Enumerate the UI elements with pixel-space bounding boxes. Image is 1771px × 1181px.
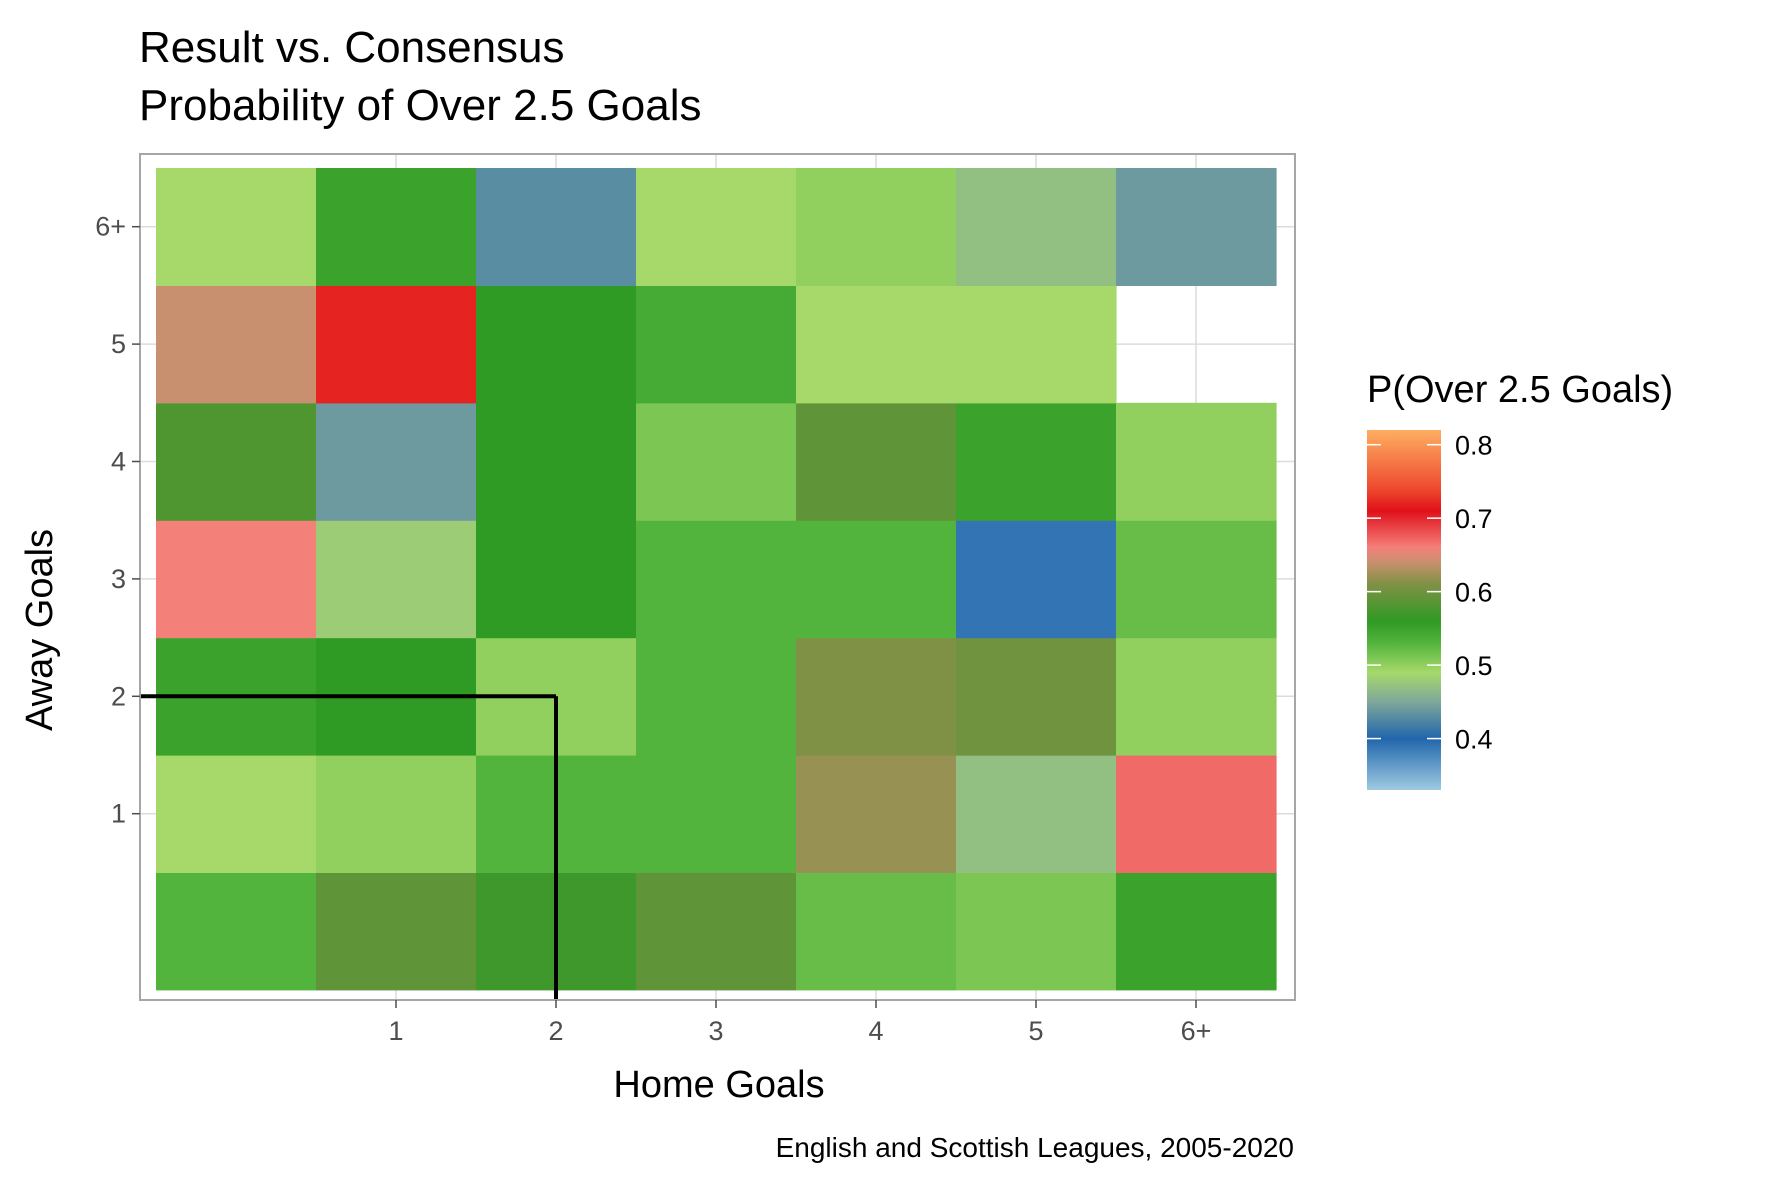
y-tick-label: 6+ [95,212,126,242]
color-legend: P(Over 2.5 Goals) 0.8 0.7 0.6 0.5 0.4 [1367,369,1673,790]
legend-tick-label: 0.4 [1455,725,1493,755]
heatmap-cell-home-2-away-6+ [476,168,637,286]
heatmap-cell-home-5-away-5 [956,285,1117,404]
heatmap-cell-home-4-away-3 [796,520,957,639]
plot-panel [139,153,1296,1001]
legend-tick-label: 0.7 [1455,504,1493,534]
x-tick-label: 6+ [1181,1016,1212,1046]
heatmap-cell-home-4-away-0 [796,872,957,991]
heatmap-cell-home-0-away-1 [156,755,317,873]
heatmap-cell-home-6+-away-3 [1116,520,1277,639]
chart-title-line-1: Result vs. Consensus [139,23,565,72]
heatmap-cell-home-6+-away-2 [1116,637,1277,756]
heatmap-cell-home-5-away-3 [956,520,1117,639]
heatmap-cell-home-0-away-5 [156,285,317,404]
heatmap-cell-home-5-away-0 [956,872,1117,991]
chart-title-line-2: Probability of Over 2.5 Goals [139,81,701,130]
heatmap-cell-home-6+-away-4 [1116,402,1277,521]
y-tick-label: 2 [111,681,126,711]
heatmap-cell-home-5-away-6+ [956,168,1117,286]
panel-border [139,153,1296,1001]
heatmap-cell-home-0-away-4 [156,402,317,521]
y-tick-label: 5 [111,329,126,359]
heatmap-cell-home-5-away-4 [956,402,1117,521]
heatmap-cell-home-1-away-6+ [316,168,477,286]
heatmap-cell-home-4-away-5 [796,285,957,404]
heatmap-cell-home-1-away-4 [316,402,477,521]
heatmap-cell-home-2-away-5 [476,285,637,404]
heatmap-cell-home-2-away-4 [476,402,637,521]
x-axis-ticks: 1 2 3 4 5 6+ [388,1000,1211,1046]
heatmap-cell-home-3-away-1 [636,755,797,873]
legend-title: P(Over 2.5 Goals) [1367,369,1673,411]
heatmap-cell-home-3-away-6+ [636,168,797,286]
x-axis-title: Home Goals [613,1064,824,1106]
chart-caption: English and Scottish Leagues, 2005-2020 [776,1132,1294,1163]
heatmap-cell-home-5-away-1 [956,755,1117,873]
heatmap-cell-home-1-away-0 [316,872,477,991]
y-axis-ticks: 1 2 3 4 5 6+ [95,212,140,829]
heatmap-cell-home-6+-away-1 [1116,755,1277,873]
x-tick-label: 1 [388,1016,403,1046]
heatmap-cell-home-6+-away-6+ [1116,168,1277,286]
y-tick-label: 1 [111,799,126,829]
heatmap-cell-home-4-away-1 [796,755,957,873]
heatmap-cell-home-6+-away-0 [1116,872,1277,991]
heatmap-cell-home-5-away-2 [956,637,1117,756]
legend-tick-label: 0.8 [1455,431,1493,461]
heatmap-cell-home-1-away-5 [316,285,477,404]
legend-tick-label: 0.6 [1455,578,1493,608]
reference-lines [140,694,558,1000]
heatmap-cell-home-1-away-3 [316,520,477,639]
heatmap-cell-home-3-away-2 [636,637,797,756]
x-tick-label: 3 [708,1016,723,1046]
heatmap-cell-home-0-away-3 [156,520,317,639]
y-tick-label: 4 [111,447,126,477]
heatmap-cell-home-2-away-3 [476,520,637,639]
legend-tick-label: 0.5 [1455,651,1493,681]
heatmap-cell-home-3-away-5 [636,285,797,404]
heatmap-cell-home-1-away-1 [316,755,477,873]
x-tick-label: 2 [548,1016,563,1046]
y-tick-label: 3 [111,564,126,594]
x-tick-label: 5 [1028,1016,1043,1046]
heatmap-cell-home-3-away-0 [636,872,797,991]
heatmap-cell-home-3-away-3 [636,520,797,639]
heatmap-cell-home-0-away-6+ [156,168,317,286]
heatmap-cell-home-4-away-6+ [796,168,957,286]
heatmap-cell-home-0-away-0 [156,872,317,991]
heatmap-cell-home-4-away-4 [796,402,957,521]
heatmap-cells [156,168,1277,991]
y-axis-title: Away Goals [19,529,61,731]
x-tick-label: 4 [868,1016,883,1046]
heatmap-cell-home-3-away-4 [636,402,797,521]
legend-colorbar [1367,430,1441,790]
heatmap-cell-home-4-away-2 [796,637,957,756]
legend-ticks: 0.8 0.7 0.6 0.5 0.4 [1367,431,1493,755]
